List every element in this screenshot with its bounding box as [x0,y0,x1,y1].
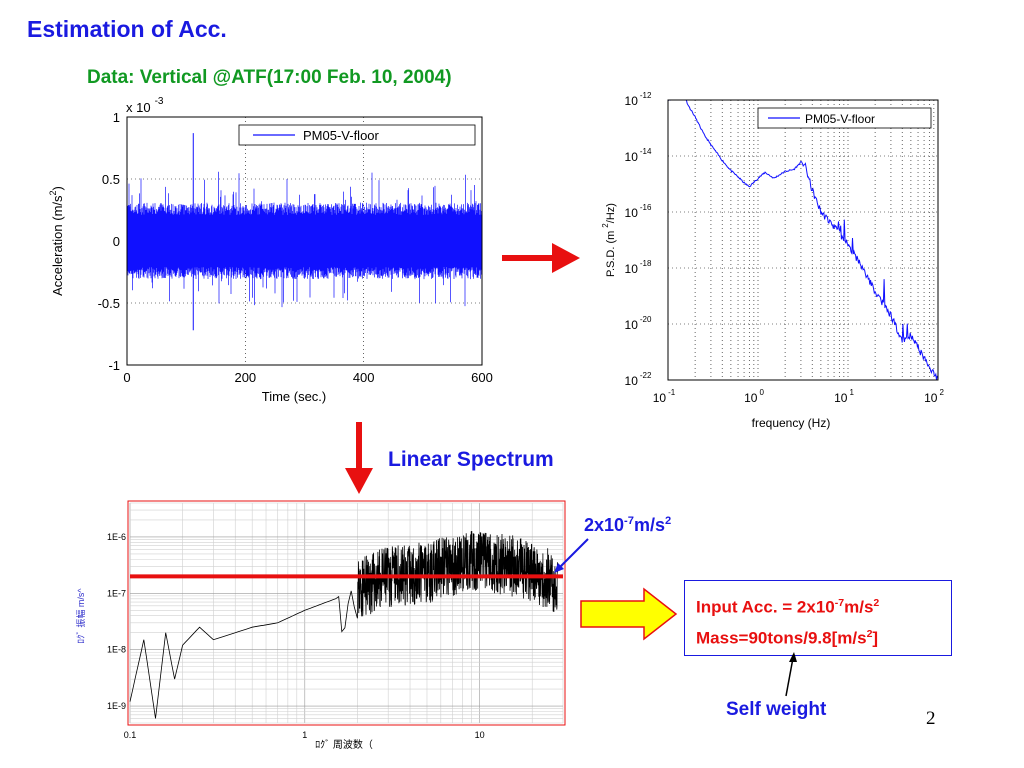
y-tick-label: 10 -20 [625,315,652,332]
level-value-label: 2x10-7m/s2 [584,515,672,535]
input-acceleration-box: Input Acc. = 2x10-7m/s2 Mass=90tons/9.8[… [684,580,952,656]
x-tick-label: 0 [123,370,130,385]
y-tick-label: -0.5 [98,296,120,311]
level-pointer-icon [554,538,589,573]
self-weight-pointer-icon [785,652,797,697]
y-tick-label: 10 -18 [625,259,652,276]
spectrum-y-ticks: 1E-6 1E-7 1E-8 1E-9 [107,532,126,711]
y-tick-label: 1E-8 [107,645,126,655]
x-tick-label: 10 2 [924,388,944,405]
time-series-y-ticks: 1 0.5 0 -0.5 -1 [98,110,120,373]
legend-series-name: PM05-V-floor [805,112,875,126]
mass-text: Mass=90tons/9.8[m/s2] [696,627,879,648]
self-weight-label: Self weight [726,699,827,720]
yellow-arrow-icon [580,587,678,641]
y-tick-label: 1E-7 [107,588,126,598]
y-tick-label: 1 [113,110,120,125]
spectrum-y-label: ﾛｸﾞ 振幅 m/s^ [75,588,86,644]
y-tick-label: 1E-9 [107,701,126,711]
linear-spectrum-chart: 0.1 1 10 1E-6 1E-7 1E-8 1E-9 ﾛｸﾞ 振幅 m/s^ ﾛｸﾞ … [75,500,566,751]
spectrum-x-ticks: 0.1 1 10 [124,730,485,740]
x-tick-label: 10 [475,730,485,740]
data-subtitle: Data: Vertical @ATF(17:00 Feb. 10, 2004) [87,67,452,88]
x-tick-label: 10 -1 [653,388,676,405]
x-tick-label: 200 [234,370,256,385]
time-series-legend: PM05-V-floor [238,124,476,146]
arrow-right-icon [502,243,580,273]
time-series-y-label: Acceleration (m/s2) [48,186,65,296]
input-acc-text: Input Acc. = 2x10-7m/s2 [696,597,880,617]
y-tick-label: 10 -16 [625,203,652,220]
psd-legend: PM05-V-floor [757,107,932,129]
x-tick-label: 0.1 [124,730,137,740]
y-tick-label: 10 -12 [625,91,652,108]
spectrum-x-label: ﾛｸﾞ 周波数（ [315,738,373,751]
x-tick-label: 10 0 [744,388,764,405]
time-series-x-label: Time (sec.) [262,389,327,404]
psd-frame [667,99,939,381]
page-title: Estimation of Acc. [27,16,227,42]
psd-x-ticks: 10 -1 10 0 10 1 10 2 [653,388,945,405]
y-tick-label: 0.5 [102,172,120,187]
x-tick-label: 600 [471,370,493,385]
psd-x-label: frequency (Hz) [752,416,831,430]
signal-band [126,171,483,308]
y-tick-label: -1 [108,358,120,373]
x-tick-label: 1 [302,730,307,740]
time-series-x-ticks: 0 200 400 600 [123,370,492,385]
psd-y-ticks: 10-12 10-14 10-16 10-18 10-20 10-22 [625,91,652,388]
y-tick-label: 10 -14 [625,147,652,164]
time-series-signal [126,133,483,331]
legend-series-name: PM05-V-floor [303,128,380,143]
arrow-down-icon [345,422,373,494]
x-tick-label: 10 1 [834,388,854,405]
psd-grid [668,100,938,380]
x-tick-label: 400 [353,370,375,385]
psd-series-line [667,99,938,380]
time-series-chart: 0 200 400 600 1 0.5 0 -0.5 -1 x 10 -3 Accelerati… [48,96,493,404]
y-tick-label: 1E-6 [107,532,126,542]
time-series-frame [126,116,483,366]
y-multiplier-label: x 10 -3 [126,96,164,115]
page-number: 2 [926,708,936,729]
psd-y-label: P.S.D. (m2/Hz) [601,203,617,277]
linear-spectrum-label: Linear Spectrum [388,448,554,471]
y-tick-label: 10 -22 [625,371,652,388]
y-tick-label: 0 [113,234,120,249]
